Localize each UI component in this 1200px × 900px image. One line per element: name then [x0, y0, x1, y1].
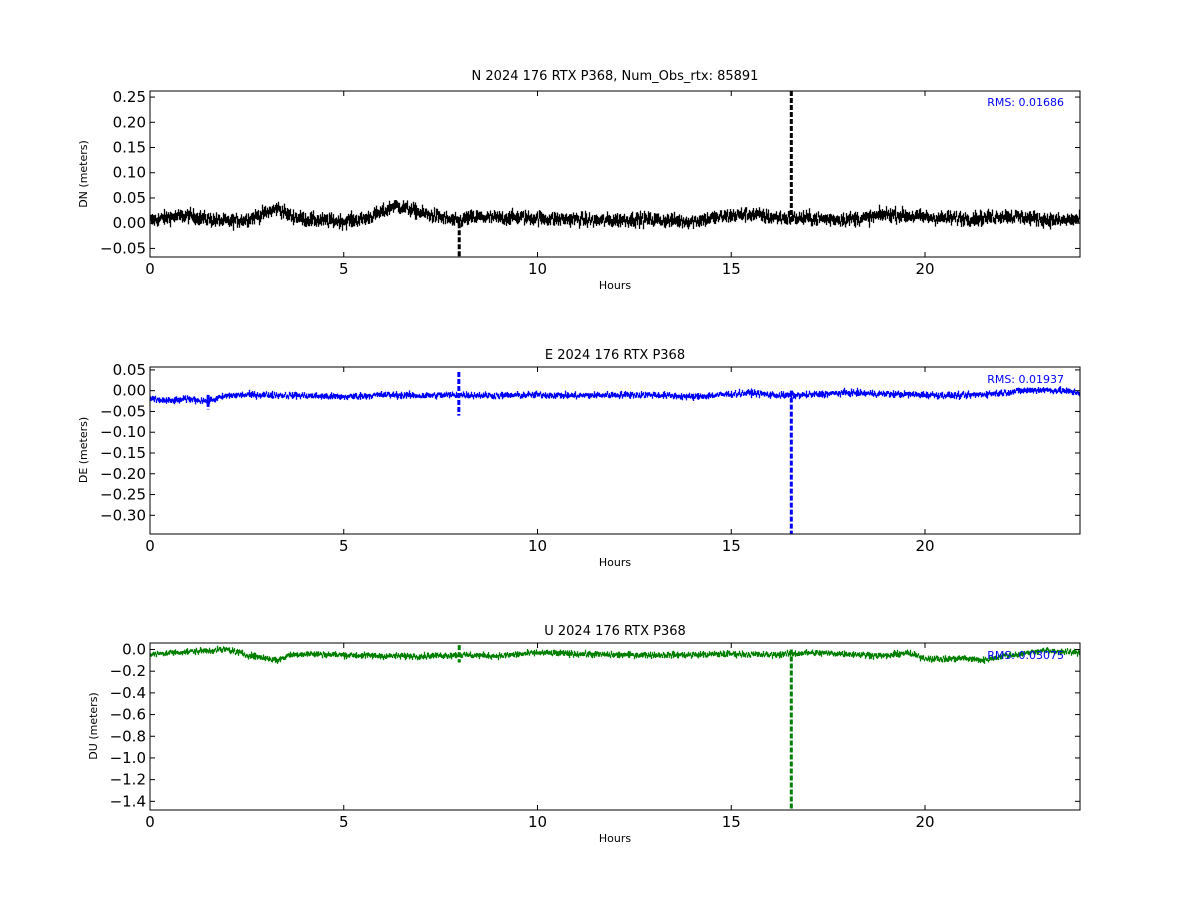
y-tick-label: −0.25	[100, 486, 146, 504]
panel-u-title: U 2024 176 RTX P368	[544, 624, 686, 639]
axes-frame	[149, 90, 1081, 258]
y-tick-label: −1.2	[110, 771, 146, 789]
x-tick-label: 10	[528, 813, 547, 831]
panel-n-xlabel: Hours	[599, 279, 631, 292]
panel-n-rms-label: RMS: 0.01686	[987, 96, 1064, 109]
panel-n: N 2024 176 RTX P368, Num_Obs_rtx: 85891 …	[77, 69, 1081, 292]
y-tick-label: 0.05	[113, 189, 146, 207]
y-tick-label: 0.15	[113, 139, 146, 157]
y-tick-label: 0.20	[113, 113, 146, 131]
panel-e: E 2024 176 RTX P368 Hours DE (meters) RM…	[77, 348, 1081, 569]
x-tick-label: 0	[145, 260, 155, 278]
x-tick-label: 15	[722, 813, 741, 831]
panel-e-ylabel: DE (meters)	[77, 417, 90, 483]
y-tick-label: −0.8	[110, 727, 146, 745]
series-layer	[150, 91, 1080, 257]
x-tick-label: 0	[145, 813, 155, 831]
y-tick-label: −1.4	[110, 792, 146, 810]
panel-e-rms-label: RMS: 0.01937	[987, 373, 1064, 386]
x-tick-label: 20	[915, 537, 934, 555]
x-tick-label: 5	[339, 813, 349, 831]
x-tick-label: 20	[915, 260, 934, 278]
x-tick-label: 20	[915, 813, 934, 831]
x-tick-label: 15	[722, 537, 741, 555]
y-tick-label: −0.05	[100, 402, 146, 420]
panel-u: U 2024 176 RTX P368 Hours DU (meters) RM…	[87, 624, 1081, 845]
y-tick-label: 0.25	[113, 88, 146, 106]
y-tick-label: −0.4	[110, 684, 146, 702]
y-tick-label: −0.20	[100, 465, 146, 483]
y-tick-label: −0.2	[110, 662, 146, 680]
y-tick-label: 0.00	[113, 214, 146, 232]
y-tick-label: −0.30	[100, 506, 146, 524]
x-tick-label: 10	[528, 537, 547, 555]
y-tick-label: 0.0	[122, 641, 146, 659]
panel-n-ylabel: DN (meters)	[77, 140, 90, 208]
y-tick-label: −0.10	[100, 423, 146, 441]
x-tick-label: 5	[339, 260, 349, 278]
panel-e-title: E 2024 176 RTX P368	[545, 348, 685, 363]
x-tick-label: 15	[722, 260, 741, 278]
panel-u-rms-label: RMS: 0.03075	[987, 649, 1064, 662]
panel-u-xlabel: Hours	[599, 832, 631, 845]
panel-n-title: N 2024 176 RTX P368, Num_Obs_rtx: 85891	[472, 69, 759, 84]
x-tick-label: 0	[145, 537, 155, 555]
y-tick-label: −1.0	[110, 749, 146, 767]
y-tick-label: −0.05	[100, 239, 146, 257]
x-tick-label: 5	[339, 537, 349, 555]
y-tick-label: 0.10	[113, 164, 146, 182]
panel-u-ylabel: DU (meters)	[87, 692, 100, 759]
axes-frame	[149, 366, 1081, 535]
axes-frame	[149, 642, 1081, 811]
x-tick-label: 10	[528, 260, 547, 278]
y-tick-label: 0.00	[113, 382, 146, 400]
y-tick-label: 0.05	[113, 361, 146, 379]
panel-e-xlabel: Hours	[599, 556, 631, 569]
y-tick-label: −0.15	[100, 444, 146, 462]
y-tick-label: −0.6	[110, 706, 146, 724]
